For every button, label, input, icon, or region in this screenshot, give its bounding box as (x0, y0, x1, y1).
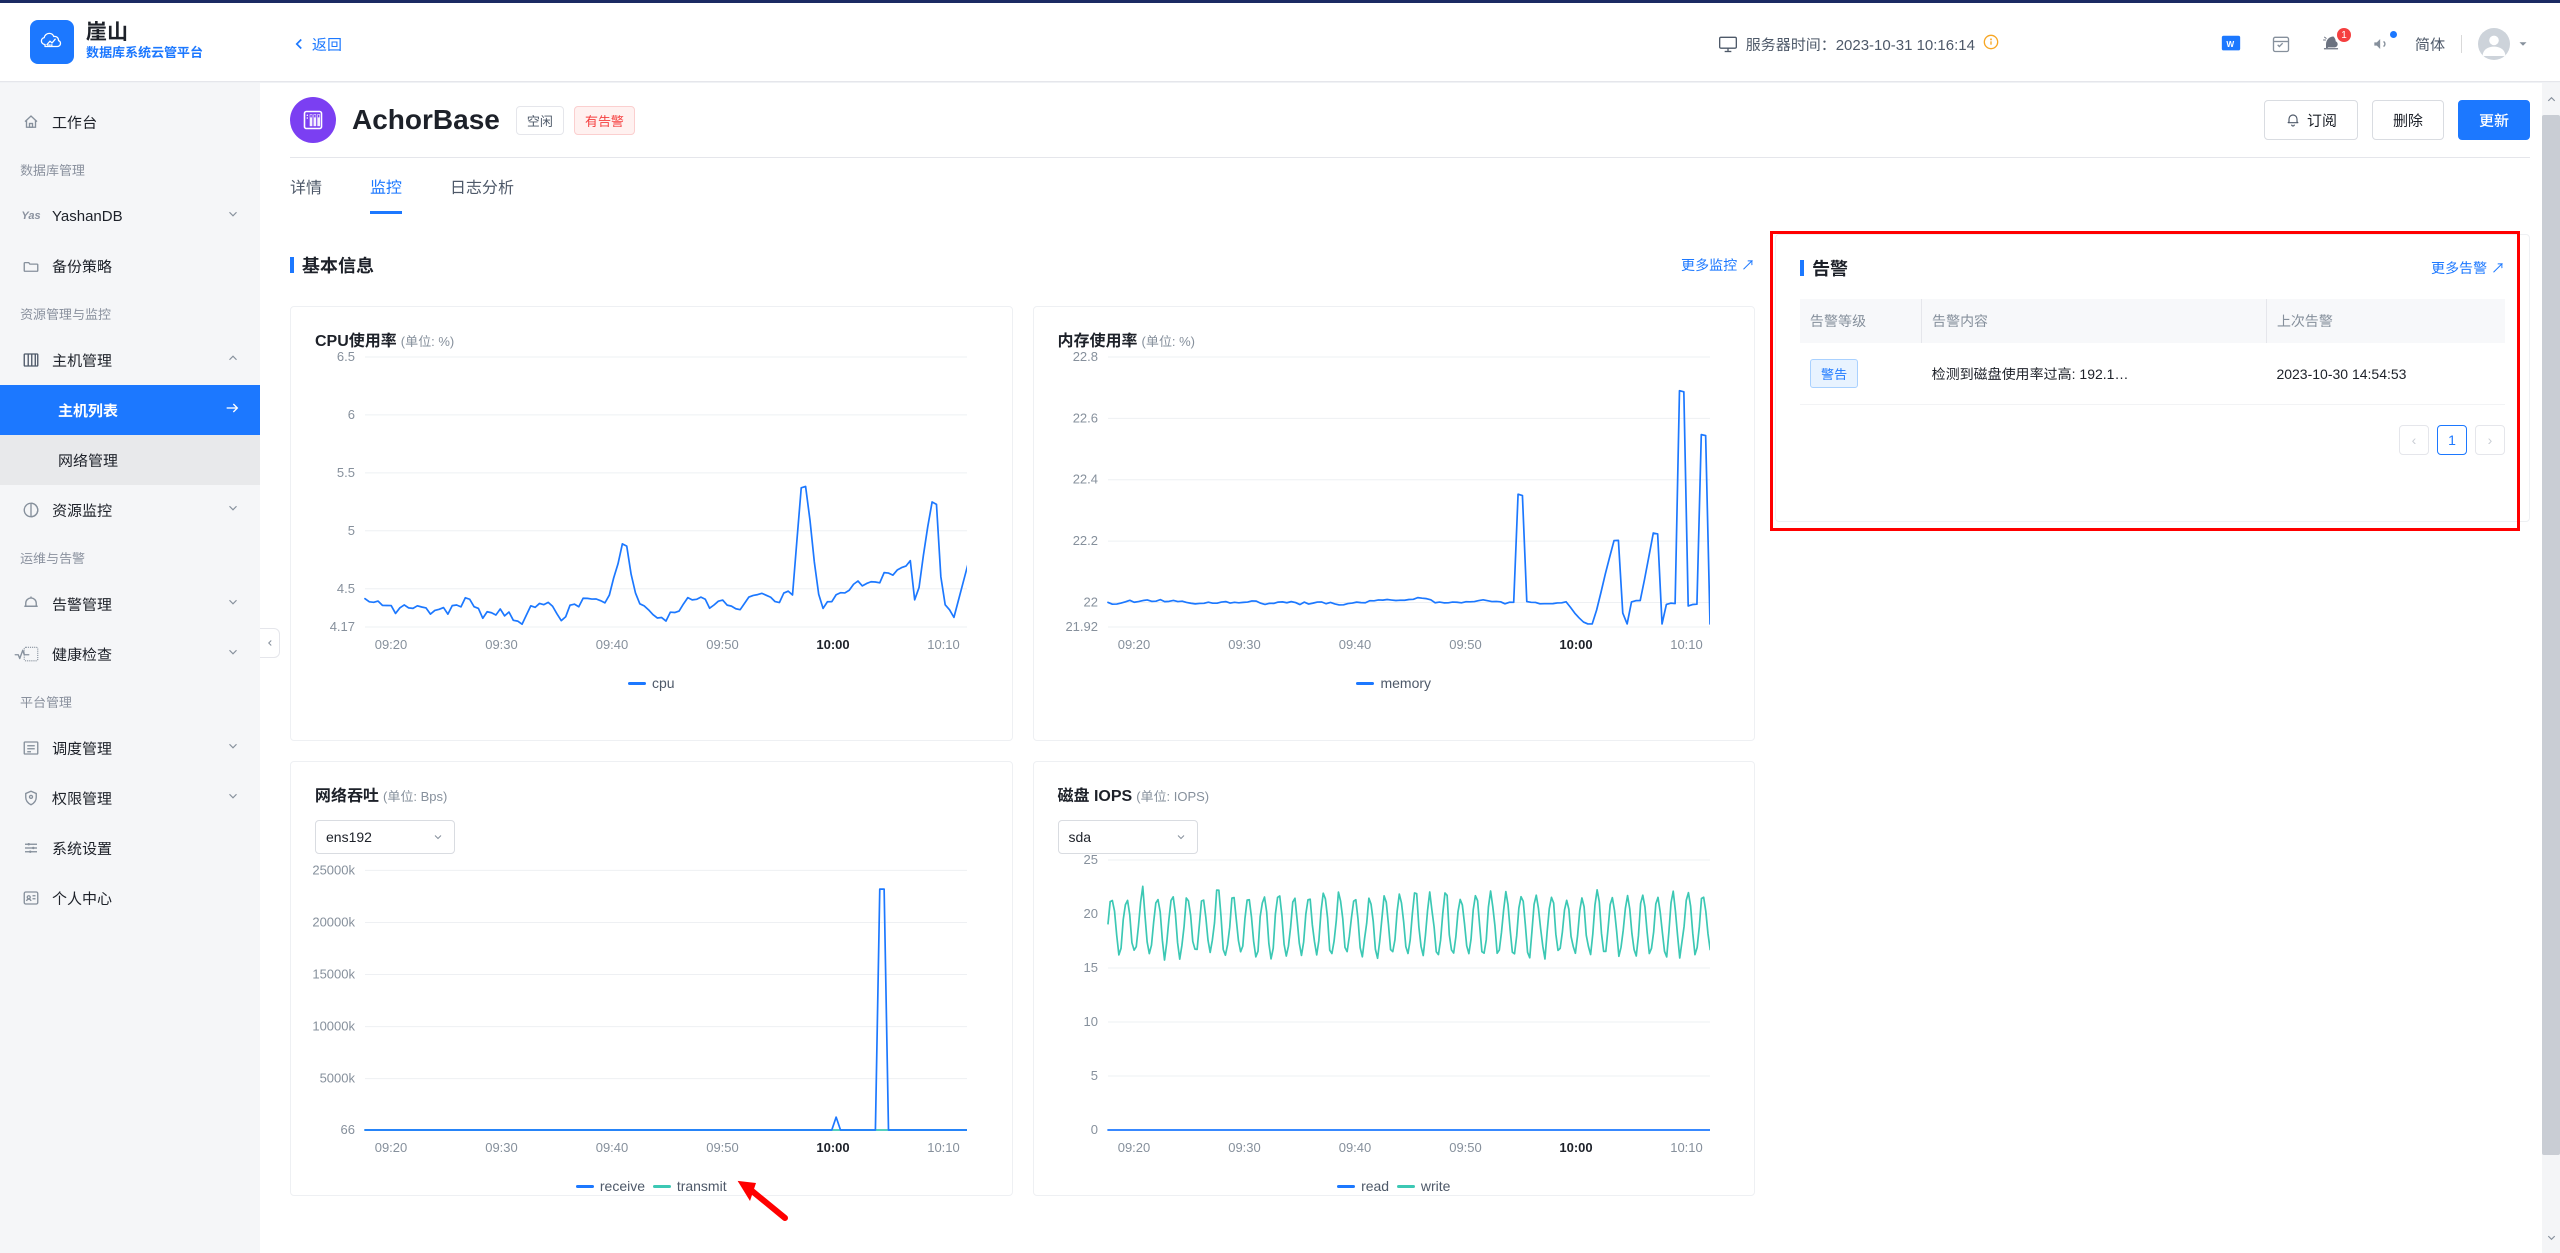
svg-text:22.4: 22.4 (1072, 472, 1097, 487)
svg-text:09:30: 09:30 (1228, 1140, 1261, 1155)
svg-text:10:00: 10:00 (1559, 1140, 1592, 1155)
svg-text:09:30: 09:30 (485, 1140, 518, 1155)
svg-text:10:00: 10:00 (816, 637, 849, 652)
svg-text:5: 5 (348, 523, 355, 538)
svg-text:09:40: 09:40 (1338, 1140, 1371, 1155)
svg-text:22.8: 22.8 (1072, 351, 1097, 364)
svg-text:09:20: 09:20 (375, 637, 408, 652)
svg-text:09:30: 09:30 (1228, 637, 1261, 652)
svg-text:10: 10 (1083, 1014, 1097, 1029)
svg-text:09:40: 09:40 (596, 1140, 629, 1155)
svg-text:0: 0 (1090, 1122, 1097, 1137)
svg-text:25: 25 (1083, 854, 1097, 867)
svg-text:20000k: 20000k (312, 915, 355, 930)
svg-text:09:50: 09:50 (1449, 637, 1482, 652)
svg-text:6.5: 6.5 (337, 351, 355, 364)
svg-text:10:10: 10:10 (927, 637, 960, 652)
svg-text:10:10: 10:10 (1670, 637, 1703, 652)
svg-text:5: 5 (1090, 1068, 1097, 1083)
svg-text:W: W (2226, 40, 2234, 49)
svg-text:09:30: 09:30 (485, 637, 518, 652)
svg-text:10:00: 10:00 (1559, 637, 1592, 652)
svg-text:25000k: 25000k (312, 862, 355, 877)
svg-text:10:10: 10:10 (1670, 1140, 1703, 1155)
svg-text:66: 66 (341, 1122, 355, 1137)
svg-text:10:00: 10:00 (816, 1140, 849, 1155)
svg-text:09:20: 09:20 (375, 1140, 408, 1155)
svg-text:4.17: 4.17 (330, 619, 355, 634)
svg-text:15000k: 15000k (312, 967, 355, 982)
svg-text:09:50: 09:50 (706, 1140, 739, 1155)
svg-text:22.6: 22.6 (1072, 410, 1097, 425)
svg-text:09:50: 09:50 (1449, 1140, 1482, 1155)
svg-text:09:50: 09:50 (706, 637, 739, 652)
svg-text:4.5: 4.5 (337, 581, 355, 596)
svg-text:20: 20 (1083, 906, 1097, 921)
svg-text:09:40: 09:40 (596, 637, 629, 652)
svg-text:10000k: 10000k (312, 1019, 355, 1034)
svg-text:15: 15 (1083, 960, 1097, 975)
svg-text:5.5: 5.5 (337, 465, 355, 480)
svg-text:09:20: 09:20 (1117, 1140, 1150, 1155)
svg-text:6: 6 (348, 407, 355, 422)
svg-text:5000k: 5000k (320, 1071, 356, 1086)
svg-text:22.2: 22.2 (1072, 533, 1097, 548)
svg-text:09:40: 09:40 (1338, 637, 1371, 652)
svg-text:10:10: 10:10 (927, 1140, 960, 1155)
svg-text:21.92: 21.92 (1065, 619, 1098, 634)
svg-text:09:20: 09:20 (1117, 637, 1150, 652)
svg-text:22: 22 (1083, 595, 1097, 610)
